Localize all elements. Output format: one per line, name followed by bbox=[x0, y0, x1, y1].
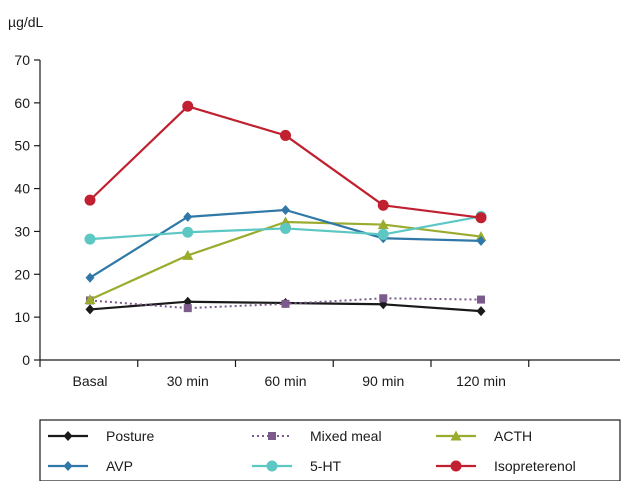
legend-label: 5-HT bbox=[310, 458, 342, 474]
series-group bbox=[84, 100, 487, 317]
legend-label: ACTH bbox=[494, 428, 532, 444]
data-point bbox=[281, 205, 290, 215]
data-point bbox=[85, 304, 95, 315]
data-point bbox=[182, 226, 194, 238]
x-axis-ticks: Basal 30 min 60 min 90 min 120 min bbox=[39, 360, 530, 389]
data-point bbox=[183, 304, 192, 313]
data-point bbox=[476, 306, 486, 317]
legend-marker bbox=[63, 431, 73, 441]
data-point bbox=[281, 299, 290, 308]
legend-marker bbox=[268, 432, 276, 440]
x-tick-label: Basal bbox=[72, 373, 107, 389]
x-tick-label: 90 min bbox=[362, 373, 404, 389]
y-tick-label: 70 bbox=[14, 52, 30, 68]
legend: Posture Mixed meal ACTH AVP 5-HT Isopretereno… bbox=[39, 419, 621, 481]
x-tick-label: 60 min bbox=[264, 373, 306, 389]
legend-label: Isopreterenol bbox=[494, 458, 576, 474]
legend-item: Mixed meal bbox=[252, 428, 382, 444]
data-point bbox=[182, 249, 194, 260]
legend-marker bbox=[450, 460, 462, 472]
x-tick-label: 30 min bbox=[167, 373, 209, 389]
legend-label: Mixed meal bbox=[310, 428, 382, 444]
y-tick-label: 0 bbox=[22, 352, 30, 368]
y-tick-label: 10 bbox=[14, 309, 30, 325]
legend-label: AVP bbox=[106, 458, 133, 474]
data-point bbox=[377, 228, 389, 240]
legend-marker bbox=[266, 460, 278, 472]
legend-item: Posture bbox=[48, 428, 154, 444]
x-tick-label: 120 min bbox=[456, 373, 506, 389]
data-point bbox=[475, 212, 487, 224]
data-point bbox=[476, 235, 486, 246]
data-point bbox=[84, 233, 96, 245]
legend-item: 5-HT bbox=[252, 458, 342, 474]
data-point bbox=[183, 211, 193, 222]
legend-marker bbox=[63, 461, 73, 471]
y-tick-label: 20 bbox=[14, 266, 30, 282]
data-point bbox=[85, 272, 95, 283]
legend-item: ACTH bbox=[436, 428, 532, 444]
y-tick-label: 40 bbox=[14, 181, 30, 197]
data-point bbox=[84, 194, 96, 206]
legend-marker bbox=[450, 430, 462, 441]
series-line bbox=[89, 105, 482, 219]
data-point bbox=[377, 219, 389, 230]
axes bbox=[39, 60, 620, 361]
y-axis-unit-label: µg/dL bbox=[8, 14, 44, 30]
y-axis-ticks: 0 10 20 30 40 50 60 70 bbox=[14, 52, 40, 368]
y-tick-label: 60 bbox=[14, 95, 30, 111]
series-isopreterenol bbox=[84, 100, 487, 224]
y-tick-label: 50 bbox=[14, 138, 30, 154]
data-point bbox=[182, 100, 194, 112]
data-point bbox=[280, 129, 291, 141]
legend-label: Posture bbox=[106, 428, 154, 444]
legend-item: Isopreterenol bbox=[436, 458, 576, 474]
series-mixed-meal bbox=[86, 294, 485, 313]
legend-item: AVP bbox=[48, 458, 133, 474]
legend-box bbox=[39, 419, 621, 481]
data-point bbox=[379, 294, 388, 303]
data-point bbox=[84, 294, 96, 305]
y-tick-label: 30 bbox=[14, 223, 30, 239]
data-point bbox=[477, 295, 485, 304]
data-point bbox=[280, 222, 291, 234]
data-point bbox=[377, 199, 389, 211]
